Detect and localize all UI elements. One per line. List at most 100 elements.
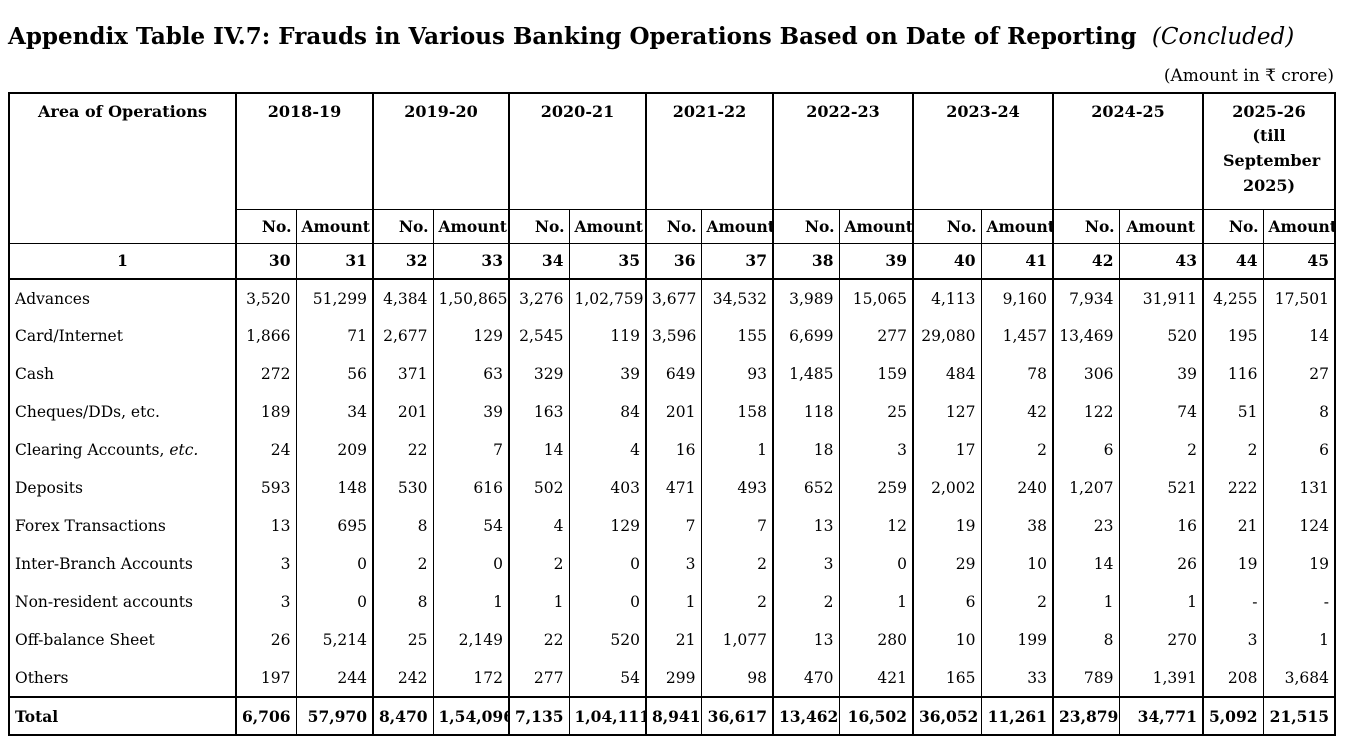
- row-label: Deposits: [9, 469, 237, 507]
- value-cell: 6: [912, 583, 981, 621]
- row-label-text: Non-resident accounts: [15, 593, 193, 611]
- table-row: Inter-Branch Accounts 3 0 2 0 2 0 3 2 3 0 29 10 14 26 1…: [9, 545, 1335, 583]
- value-cell: 71: [295, 317, 373, 355]
- value-cell: 42: [980, 393, 1053, 431]
- value-cell: 403: [568, 469, 646, 507]
- total-value-cell: 13,462: [772, 696, 839, 735]
- amount-header: Amount: [432, 209, 509, 244]
- no-header: No.: [1052, 209, 1119, 244]
- value-cell: 1,077: [700, 621, 773, 659]
- value-cell: 148: [295, 469, 373, 507]
- year-label: 2022-23: [806, 102, 880, 121]
- value-cell: 695: [295, 507, 373, 545]
- total-value-cell: 36,052: [912, 696, 981, 735]
- col-num-cell: 39: [838, 243, 913, 280]
- value-cell: 17: [912, 431, 981, 469]
- value-cell: 7,934: [1052, 279, 1119, 317]
- year-header: 2018-19: [235, 93, 373, 210]
- row-label: Inter-Branch Accounts: [9, 545, 237, 583]
- value-cell: 1: [1118, 583, 1203, 621]
- year-note: (till September 2025): [1223, 126, 1321, 195]
- col-num-cell: 30: [235, 243, 296, 280]
- value-cell: 208: [1202, 659, 1263, 697]
- value-cell: 34: [295, 393, 373, 431]
- value-cell: 2: [1118, 431, 1203, 469]
- value-cell: 2: [372, 545, 433, 583]
- total-value-cell: 16,502: [838, 696, 913, 735]
- value-cell: 27: [1262, 355, 1335, 393]
- value-cell: 6: [1262, 431, 1335, 469]
- value-cell: 0: [568, 545, 646, 583]
- year-label: 2025-26: [1232, 102, 1306, 121]
- value-cell: 0: [295, 545, 373, 583]
- value-cell: 159: [838, 355, 913, 393]
- value-cell: 0: [432, 545, 509, 583]
- value-cell: 12: [838, 507, 913, 545]
- value-cell: 3,276: [508, 279, 569, 317]
- no-header: No.: [235, 209, 296, 244]
- value-cell: 38: [980, 507, 1053, 545]
- value-cell: 29,080: [912, 317, 981, 355]
- value-cell: 19: [1262, 545, 1335, 583]
- value-cell: 2: [700, 545, 773, 583]
- value-cell: 13: [772, 621, 839, 659]
- value-cell: 22: [372, 431, 433, 469]
- value-cell: 93: [700, 355, 773, 393]
- value-cell: 26: [1118, 545, 1203, 583]
- row-label: Card/Internet: [9, 317, 237, 355]
- value-cell: 649: [645, 355, 701, 393]
- value-cell: 3,596: [645, 317, 701, 355]
- value-cell: 1,485: [772, 355, 839, 393]
- col-num-cell: 35: [568, 243, 646, 280]
- value-cell: 14: [1052, 545, 1119, 583]
- row-label: Cash: [9, 355, 237, 393]
- amount-unit-note: (Amount in ₹ crore): [1163, 66, 1334, 86]
- value-cell: 0: [568, 583, 646, 621]
- year-header: 2024-25: [1052, 93, 1203, 210]
- value-cell: 15,065: [838, 279, 913, 317]
- value-cell: 23: [1052, 507, 1119, 545]
- value-cell: 195: [1202, 317, 1263, 355]
- value-cell: 1,391: [1118, 659, 1203, 697]
- total-value-cell: 1,54,096: [432, 696, 509, 735]
- value-cell: 1,457: [980, 317, 1053, 355]
- value-cell: 1: [508, 583, 569, 621]
- year-header: 2021-22: [645, 93, 773, 210]
- total-value-cell: 6,706: [235, 696, 296, 735]
- no-header: No.: [912, 209, 981, 244]
- amount-header: Amount: [1118, 209, 1203, 244]
- value-cell: 2: [1202, 431, 1263, 469]
- value-cell: 10: [912, 621, 981, 659]
- value-cell: 3: [645, 545, 701, 583]
- value-cell: 616: [432, 469, 509, 507]
- value-cell: 520: [568, 621, 646, 659]
- col-num-cell: 32: [372, 243, 433, 280]
- value-cell: 272: [235, 355, 296, 393]
- value-cell: 2,545: [508, 317, 569, 355]
- value-cell: 197: [235, 659, 296, 697]
- document-page: Appendix Table IV.7: Frauds in Various B…: [8, 23, 1336, 736]
- table-row: Others 197 244 242 172 277 54 299 98 470 421 165 33 7…: [9, 659, 1335, 697]
- table-row: Card/Internet 1,866 71 2,677 129 2,545 119 3,59…: [9, 317, 1335, 355]
- total-value-cell: 36,617: [700, 696, 773, 735]
- value-cell: 2: [772, 583, 839, 621]
- col-num-cell: 34: [508, 243, 569, 280]
- year-label: 2019-20: [404, 102, 478, 121]
- column-number-row: 1 30 31 32 33 34 35 36 37 38 39 40 41 42 43 44 45: [9, 243, 1335, 280]
- page-title-suffix: (Concluded): [1151, 24, 1295, 50]
- total-label: Total: [9, 696, 237, 735]
- value-cell: 4: [568, 431, 646, 469]
- table-row: Forex Transactions 13 695 8 54 4 129 7 7 13 12 19 38…: [9, 507, 1335, 545]
- table-row: Deposits 593 148 530 616 502 403 471 493 652 259 2,…: [9, 469, 1335, 507]
- value-cell: 13: [235, 507, 296, 545]
- value-cell: 306: [1052, 355, 1119, 393]
- col-num-cell: 43: [1118, 243, 1203, 280]
- row-label-text: Advances: [15, 289, 90, 308]
- row-label: Advances: [9, 279, 237, 317]
- year-header: 2022-23: [772, 93, 913, 210]
- value-cell: 1: [432, 583, 509, 621]
- value-cell: 51: [1202, 393, 1263, 431]
- value-cell: 54: [568, 659, 646, 697]
- value-cell: 155: [700, 317, 773, 355]
- year-label: 2018-19: [267, 102, 342, 121]
